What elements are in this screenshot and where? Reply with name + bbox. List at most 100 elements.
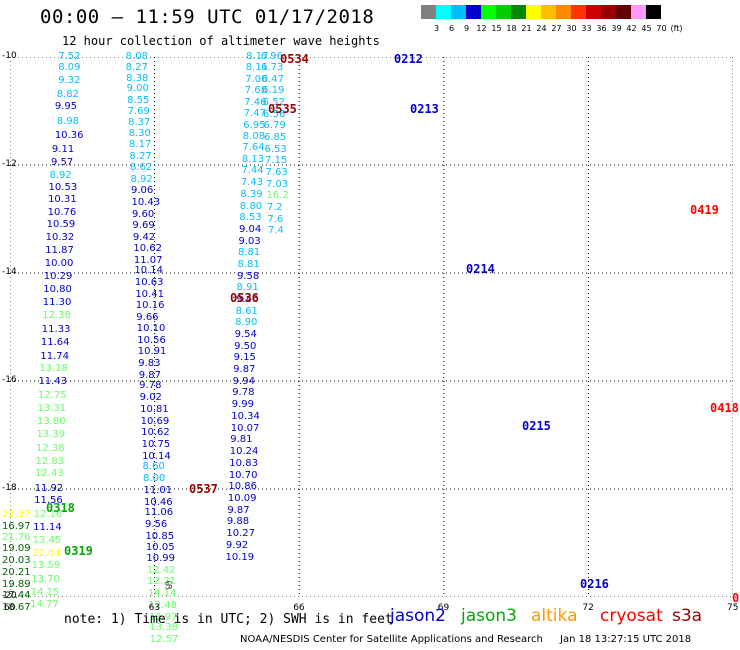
scale-label: 70 [656, 24, 667, 33]
wave-height-reading: 8.11 [245, 61, 268, 73]
scale-swatch [496, 5, 511, 19]
scale-swatch [466, 5, 481, 19]
wave-height-reading: 9.60 [131, 208, 155, 220]
wave-height-reading: 11.74 [40, 350, 69, 362]
scale-swatch [481, 5, 496, 19]
pass-time-label: 0535 [268, 102, 297, 116]
wave-height-reading: 10.32 [45, 231, 75, 243]
wave-height-reading: 6.53 [264, 143, 287, 155]
wave-height-reading: 11.33 [41, 323, 71, 335]
wave-height-reading: 12.38 [42, 310, 71, 322]
scale-label: 15 [491, 24, 502, 33]
scale-label: 21 [521, 24, 532, 33]
wave-height-reading: 7.15 [264, 155, 288, 167]
scale-label: 39 [611, 24, 622, 33]
wave-height-reading: 7.52 [58, 51, 81, 62]
wave-height-reading: 22.04 [32, 547, 61, 559]
wave-height-reading: 8.55 [127, 95, 150, 107]
lon-tick-label: 66 [293, 603, 305, 613]
wave-height-reading: 8.39 [240, 188, 263, 200]
timestamp: Jan 18 13:27:15 UTC 2018 [560, 634, 692, 645]
wave-height-reading: 8.17 [129, 139, 152, 151]
scale-label: 6 [448, 24, 455, 33]
wave-height-reading: 9.58 [237, 270, 260, 282]
lat-tick-label: -18 [2, 483, 17, 493]
wave-height-reading: 10.07 [230, 422, 260, 434]
scale-label: 18 [506, 24, 517, 33]
wave-height-reading: 9.87 [227, 504, 250, 516]
pass-time-label: 0418 [710, 401, 739, 415]
wave-height-reading: 9.99 [231, 399, 254, 411]
pass-time-label: 0212 [394, 52, 423, 66]
wave-height-reading: 9.03 [238, 235, 261, 247]
wave-height-reading: 12.21 [147, 576, 176, 588]
wave-height-reading: 10.91 [137, 346, 167, 358]
wave-height-reading: 13.31 [37, 403, 67, 415]
wave-height-reading: 12.75 [37, 389, 67, 401]
wave-height-reading: 11.06 [144, 507, 174, 519]
wave-height-reading: 8.60 [142, 461, 165, 473]
wave-height-reading: 8.90 [235, 317, 258, 329]
wave-height-reading: 10.34 [231, 411, 260, 423]
wave-height-reading: 9.92 [225, 539, 249, 551]
island-outline: ♋ [165, 578, 173, 592]
wave-height-reading: 7.63 [265, 167, 288, 179]
wave-height-reading: 8.27 [129, 150, 152, 162]
scale-swatch [451, 5, 466, 19]
wave-height-reading: 12.57 [149, 634, 179, 646]
scale-label: 3 [433, 24, 440, 33]
wave-height-reading: 10.63 [134, 276, 164, 288]
wave-height-reading: 7.47 [243, 107, 267, 119]
pass-time-label: 0213 [410, 102, 439, 116]
legend-entry-jason3: jason3 [461, 606, 517, 626]
wave-height-reading: 13.18 [39, 363, 69, 375]
wave-height-reading: 9.83 [138, 357, 161, 369]
pass-time-label: 0419 [690, 203, 719, 217]
wave-height-reading: 19.09 [2, 543, 31, 555]
wave-height-reading: 21.76 [2, 531, 31, 543]
wave-height-reading: 10.81 [140, 403, 169, 415]
wave-height-reading: 8.53 [239, 211, 262, 223]
wave-height-reading: 10.14 [134, 265, 163, 277]
wave-height-reading: 7.2 [266, 202, 283, 214]
scale-label: 36 [596, 24, 607, 33]
wave-height-reading: 7.03 [265, 178, 289, 190]
legend-entry-jason2: jason2 [390, 606, 446, 626]
pass-time-label: 0319 [64, 544, 93, 558]
wave-height-reading: 6.85 [264, 132, 287, 143]
wave-height-reading: 10.24 [229, 446, 259, 458]
wave-height-reading: 10.27 [226, 527, 256, 539]
wave-height-reading: 10.69 [140, 415, 170, 427]
wave-height-reading: 10.56 [137, 334, 166, 346]
wave-height-reading: 20.03 [2, 554, 31, 566]
scale-swatch [526, 5, 541, 19]
wave-height-reading: 8.61 [235, 305, 258, 317]
wave-height-reading: 9.06 [130, 184, 154, 196]
wave-height-reading: 6.56 [263, 108, 286, 120]
wave-height-reading: 13.97 [148, 611, 178, 623]
wave-height-reading: 9.78 [139, 380, 162, 392]
wave-height-reading: 8.92 [49, 169, 72, 181]
wave-height-reading: 6.19 [262, 85, 285, 97]
wave-height-reading: 10.41 [135, 288, 164, 300]
wave-height-reading: 10.59 [46, 219, 76, 231]
map-subtitle: 12 hour collection of altimeter wave hei… [62, 34, 380, 48]
wave-height-reading: 10.00 [44, 257, 74, 269]
pass-time-label: 0 [732, 591, 740, 605]
wave-height-reading: 11.14 [33, 521, 62, 533]
wave-height-reading: 6.96 [260, 51, 283, 62]
wave-height-reading: 10.14 [142, 450, 171, 462]
wave-height-reading: 10.80 [43, 284, 72, 296]
wave-height-reading: 10.62 [141, 427, 170, 439]
wave-height-reading: 9.95 [54, 101, 78, 113]
wave-height-reading: 22.37 [2, 508, 31, 520]
wave-height-reading: 7.6 [267, 214, 284, 226]
wave-height-reading: 12.42 [146, 565, 176, 577]
wave-height-reading: 9.81 [230, 434, 253, 446]
wave-height-reading: 12.48 [148, 600, 177, 612]
scale-swatch [436, 5, 451, 19]
scale-swatch [571, 5, 586, 19]
wave-height-reading: 10.36 [54, 130, 84, 142]
wave-height-reading: 13.45 [32, 534, 62, 546]
wave-height-reading: 13.80 [36, 415, 66, 427]
